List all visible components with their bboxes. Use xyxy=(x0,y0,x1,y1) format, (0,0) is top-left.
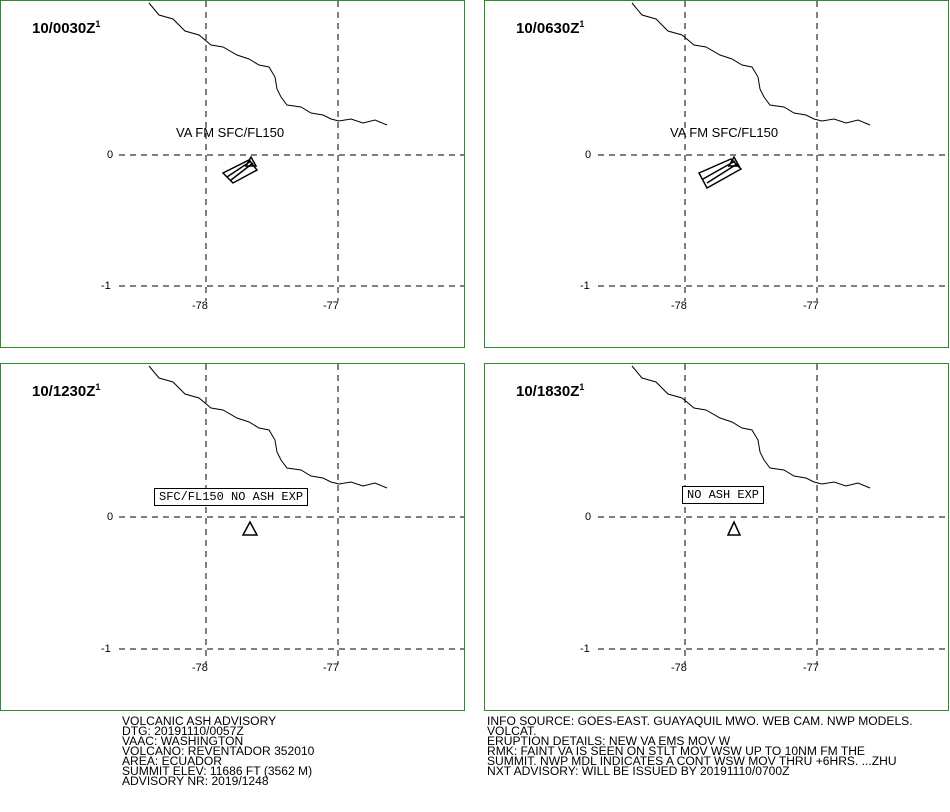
lat-label-m1: -1 xyxy=(580,643,590,655)
advisory-line: ERUPTION DETAILS: NEW VA EMS MOV W xyxy=(487,736,731,748)
forecast-panel-2: 10/0630Z1 VA FM SFC/FL150 0 -1 -78 -77 xyxy=(484,0,949,348)
volcano-marker xyxy=(726,520,742,536)
no-ash-box: SFC/FL150 NO ASH EXP xyxy=(154,488,309,506)
lon-label-m78: -78 xyxy=(192,662,208,674)
map-canvas xyxy=(119,364,464,664)
advisory-line: VOLCANO: REVENTADOR 352010 xyxy=(122,746,315,758)
forecast-panel-3: 10/1230Z1 SFC/FL150 NO ASH EXP 0 -1 -78 … xyxy=(0,363,465,711)
panel-time-text: 10/1830Z xyxy=(516,383,580,400)
lon-label-m78: -78 xyxy=(671,300,687,312)
lat-label-0: 0 xyxy=(107,511,114,523)
panel-time-text: 10/0630Z xyxy=(516,20,580,37)
map-canvas xyxy=(598,364,948,664)
coastline xyxy=(148,2,388,126)
lat-label-0: 0 xyxy=(585,511,592,523)
panel-time-text: 10/0030Z xyxy=(32,20,96,37)
volcano-marker xyxy=(727,155,741,167)
forecast-panel-4: 10/1830Z1 NO ASH EXP 0 -1 -78 -77 xyxy=(484,363,949,711)
lon-label-m78: -78 xyxy=(671,662,687,674)
advisory-line: RMK: FAINT VA IS SEEN ON STLT MOV WSW UP… xyxy=(487,746,865,758)
ash-annotation: VA FM SFC/FL150 xyxy=(670,125,779,140)
lat-label-m1: -1 xyxy=(101,280,111,292)
lon-label-m77: -77 xyxy=(323,300,339,312)
lon-label-m77: -77 xyxy=(803,662,819,674)
panel-time: 10/1830Z1 xyxy=(516,382,584,400)
lon-label-m77: -77 xyxy=(803,300,819,312)
ash-annotation: VA FM SFC/FL150 xyxy=(176,125,285,140)
coastline xyxy=(631,365,871,489)
lon-label-m78: -78 xyxy=(192,300,208,312)
advisory-line: ADVISORY NR: 2019/1248 xyxy=(122,776,269,788)
volcano-marker xyxy=(244,155,258,167)
advisory-line: VOLCAT. xyxy=(487,726,537,738)
advisory-line: SUMMIT ELEV: 11686 FT (3562 M) xyxy=(122,766,313,778)
no-ash-box: NO ASH EXP xyxy=(682,486,765,504)
lon-label-m77: -77 xyxy=(323,662,339,674)
coastline xyxy=(631,2,871,126)
advisory-line: AREA: ECUADOR xyxy=(122,756,222,768)
coastline xyxy=(148,365,388,489)
panel-time-sup: 1 xyxy=(95,19,101,29)
forecast-panel-1: 10/0030Z1 VA FM SFC/FL150 0 -1 -78 -77 xyxy=(0,0,465,348)
ash-cloud xyxy=(221,159,259,184)
panel-time-sup: 1 xyxy=(579,19,585,29)
advisory-line: VOLCANIC ASH ADVISORY xyxy=(122,716,277,728)
panel-time: 10/0030Z1 xyxy=(32,19,100,37)
advisory-line: DTG: 20191110/0057Z xyxy=(122,726,244,738)
panel-time-text: 10/1230Z xyxy=(32,383,96,400)
advisory-line: VAAC: WASHINGTON xyxy=(122,736,244,748)
advisory-line: NXT ADVISORY: WILL BE ISSUED BY 20191110… xyxy=(487,766,790,778)
advisory-line: INFO SOURCE: GOES-EAST. GUAYAQUIL MWO. W… xyxy=(487,716,913,728)
ash-cloud xyxy=(697,158,743,190)
volcano-marker xyxy=(241,520,259,536)
panel-time-sup: 1 xyxy=(95,382,101,392)
lat-label-m1: -1 xyxy=(101,643,111,655)
lat-label-0: 0 xyxy=(585,149,592,161)
lat-label-m1: -1 xyxy=(580,280,590,292)
panel-time: 10/0630Z1 xyxy=(516,19,584,37)
map-canvas xyxy=(119,1,464,301)
map-canvas xyxy=(598,1,948,301)
panel-time: 10/1230Z1 xyxy=(32,382,100,400)
advisory-line: SUMMIT. NWP MDL INDICATES A CONT WSW MOV… xyxy=(487,756,897,768)
lat-label-0: 0 xyxy=(107,149,114,161)
panel-time-sup: 1 xyxy=(579,382,585,392)
